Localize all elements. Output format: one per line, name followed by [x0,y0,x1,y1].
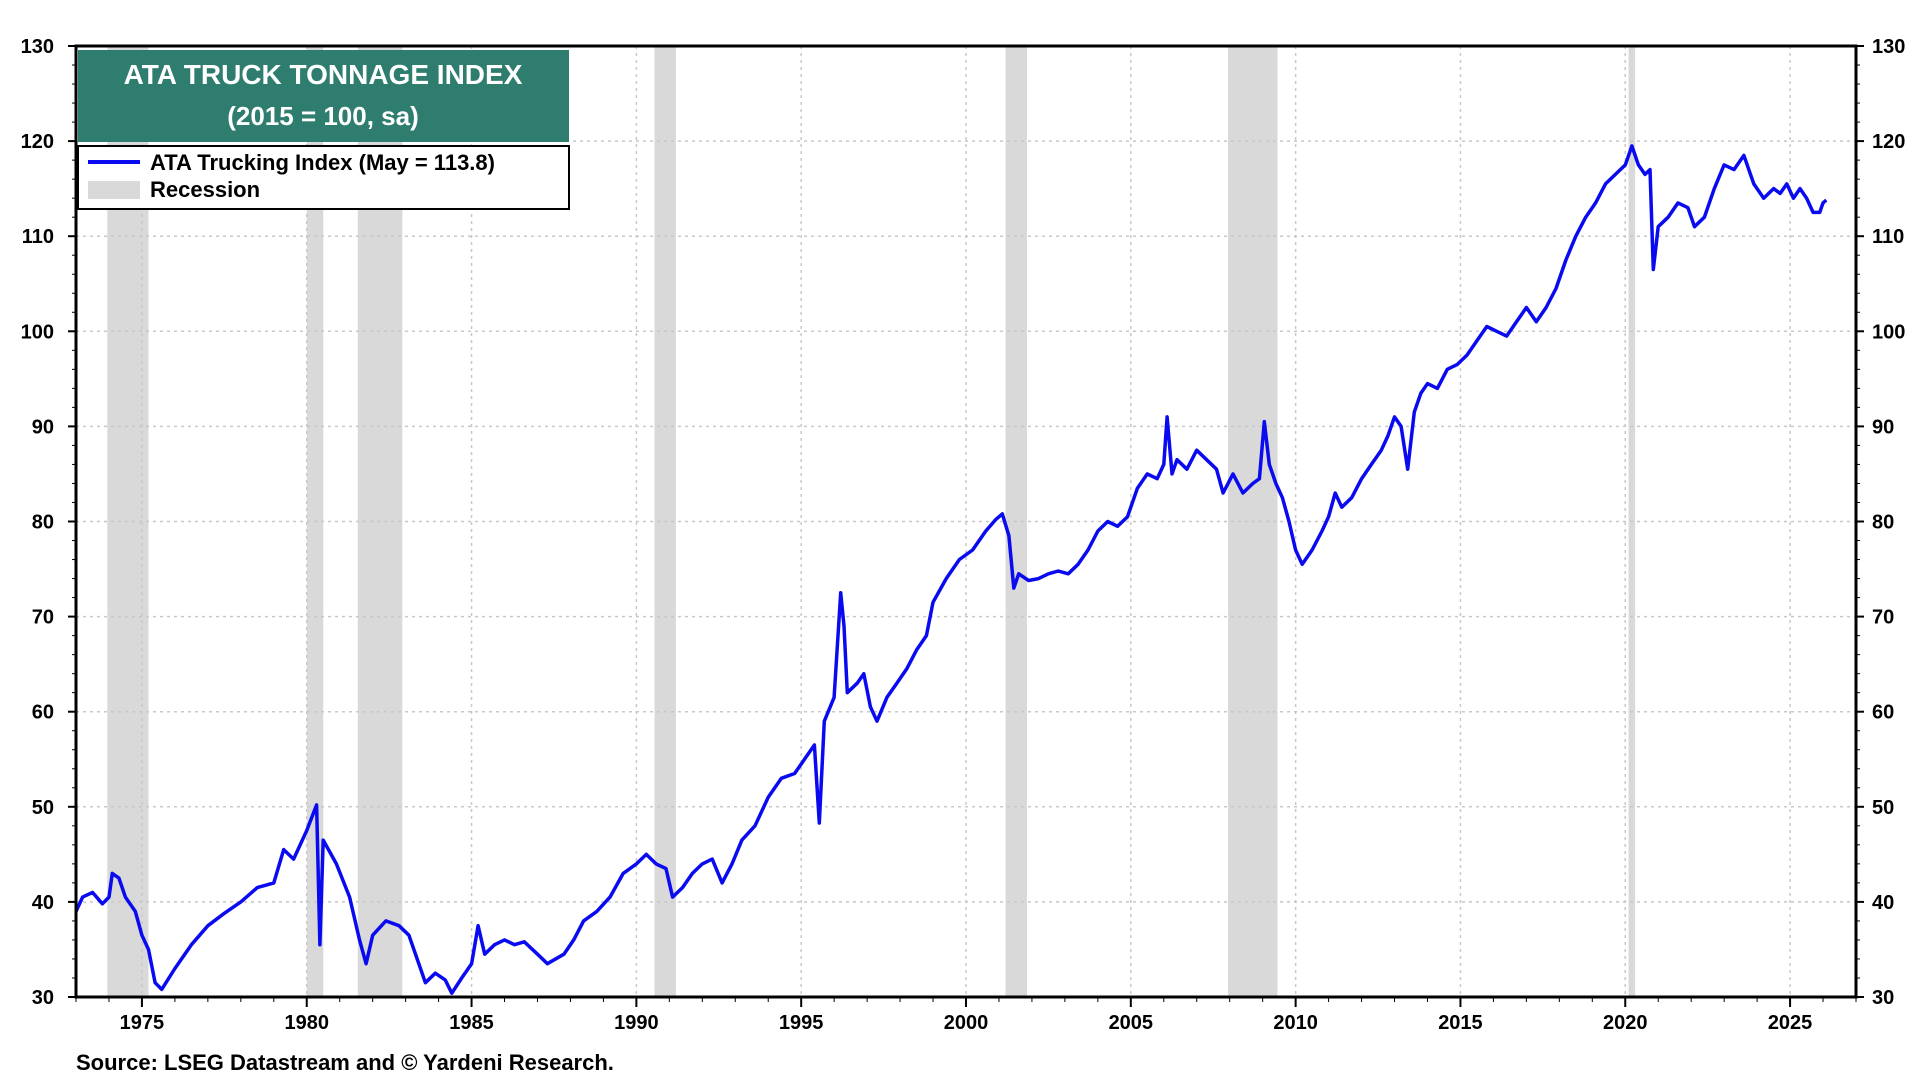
y-tick-label-left: 80 [32,512,54,534]
y-tick-label-right: 110 [1872,226,1904,248]
y-tick-label-right: 50 [1872,797,1894,819]
legend-recession-swatch [88,181,140,199]
chart-title: ATA TRUCK TONNAGE INDEX [124,59,523,90]
x-tick-label: 2025 [1768,1012,1813,1034]
y-tick-label-left: 100 [21,321,54,343]
title-background [78,50,569,142]
axis-ticks: 30 30 40 40 50 50 60 60 70 70 80 80 90 90 100 100 110 110… [21,36,1906,1034]
legend-series-label: ATA Trucking Index (May = 113.8) [150,150,495,175]
y-tick-label-right: 90 [1872,416,1894,438]
y-tick-label-left: 110 [22,226,54,248]
y-tick-label-left: 40 [32,892,54,914]
y-tick-label-right: 30 [1872,987,1894,1009]
x-tick-label: 2020 [1603,1012,1648,1034]
y-tick-label-right: 100 [1872,321,1905,343]
source-note: Source: LSEG Datastream and © Yardeni Re… [76,1050,614,1075]
x-tick-label: 1980 [284,1012,329,1034]
y-tick-label-left: 120 [21,131,54,153]
x-tick-label: 1985 [449,1012,494,1034]
legend-recession-label: Recession [150,177,260,202]
x-tick-label: 1990 [614,1012,659,1034]
legend: ATA Trucking Index (May = 113.8) Recessi… [77,145,570,210]
y-tick-label-left: 60 [32,702,54,724]
series-layer [74,144,1828,995]
x-tick-label: 2010 [1273,1012,1318,1034]
y-tick-label-left: 90 [32,416,54,438]
x-tick-label: 2005 [1109,1012,1154,1034]
x-tick-label: 2015 [1438,1012,1483,1034]
legend-box [77,145,570,210]
y-tick-label-left: 70 [32,607,54,629]
x-tick-label: 1975 [120,1012,165,1034]
x-tick-label: 2000 [944,1012,989,1034]
series-line [74,144,1828,995]
y-tick-label-left: 50 [32,797,54,819]
y-tick-label-right: 130 [1872,36,1905,58]
y-tick-label-right: 120 [1872,131,1905,153]
y-tick-label-right: 40 [1872,892,1894,914]
chart-subtitle: (2015 = 100, sa) [227,101,419,131]
y-tick-label-right: 70 [1872,607,1894,629]
x-tick-label: 1995 [779,1012,824,1034]
y-tick-label-left: 30 [32,987,54,1009]
y-tick-label-right: 60 [1872,702,1894,724]
y-tick-label-left: 130 [21,36,54,58]
title-box: ATA TRUCK TONNAGE INDEX (2015 = 100, sa) [78,50,569,142]
y-tick-label-right: 80 [1872,512,1894,534]
